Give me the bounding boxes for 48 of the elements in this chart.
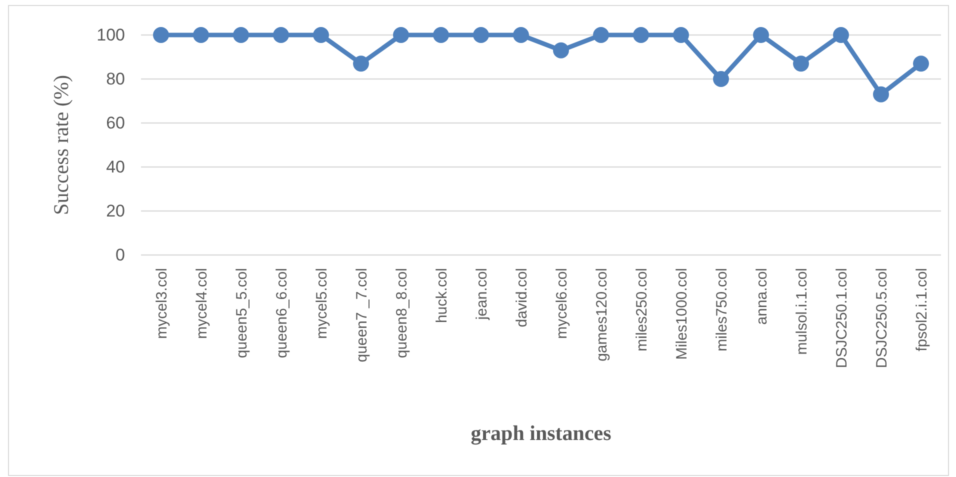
x-tick-label: fpsol2.i.1.col xyxy=(913,268,930,352)
point xyxy=(313,27,329,43)
x-tick-label: queen6_6.col xyxy=(273,268,290,358)
point xyxy=(593,27,609,43)
x-tick-label: mycel5.col xyxy=(313,268,330,339)
point xyxy=(153,27,169,43)
y-tick-label: 40 xyxy=(106,157,125,176)
x-tick-label: jean.col xyxy=(473,268,490,321)
point xyxy=(793,56,809,72)
point xyxy=(353,56,369,72)
point xyxy=(433,27,449,43)
x-tick-label: DSJC250.1.col xyxy=(833,268,850,368)
y-tick-label: 80 xyxy=(106,69,125,88)
x-tick-label: queen7 _7.col xyxy=(353,268,370,362)
x-tick-label: mycel3.col xyxy=(153,268,170,339)
x-tick-label: david.col xyxy=(513,268,530,328)
x-tick-label: queen8_8.col xyxy=(393,268,410,358)
point xyxy=(233,27,249,43)
y-tick-label: 0 xyxy=(116,245,125,264)
x-tick-label: queen5_5.col xyxy=(233,268,250,358)
point xyxy=(633,27,649,43)
point xyxy=(193,27,209,43)
y-tick-label: 100 xyxy=(96,25,125,44)
point xyxy=(833,27,849,43)
point xyxy=(713,71,729,87)
x-tick-label: DSJC250.5.col xyxy=(873,268,890,368)
point xyxy=(553,42,569,58)
point xyxy=(913,56,929,72)
point xyxy=(473,27,489,43)
x-tick-label: huck.col xyxy=(433,268,450,324)
y-axis-title: Success rate (%) xyxy=(49,75,73,215)
point xyxy=(753,27,769,43)
point xyxy=(513,27,529,43)
y-tick-label: 60 xyxy=(106,113,125,132)
point xyxy=(273,27,289,43)
x-tick-label: Miles1000.col xyxy=(673,268,690,360)
x-tick-label: mycel4.col xyxy=(193,268,210,339)
x-tick-label: games120.col xyxy=(593,268,610,362)
x-tick-label: miles250.col xyxy=(633,268,650,352)
x-tick-label: miles750.col xyxy=(713,268,730,352)
x-tick-label: mycel6.col xyxy=(553,268,570,339)
x-tick-label: mulsol.i.1.col xyxy=(793,268,810,355)
point xyxy=(393,27,409,43)
y-tick-label: 20 xyxy=(106,201,125,220)
x-tick-label: anna.col xyxy=(753,268,770,325)
x-axis-title: graph instances xyxy=(470,421,612,445)
point xyxy=(673,27,689,43)
point xyxy=(873,86,889,102)
